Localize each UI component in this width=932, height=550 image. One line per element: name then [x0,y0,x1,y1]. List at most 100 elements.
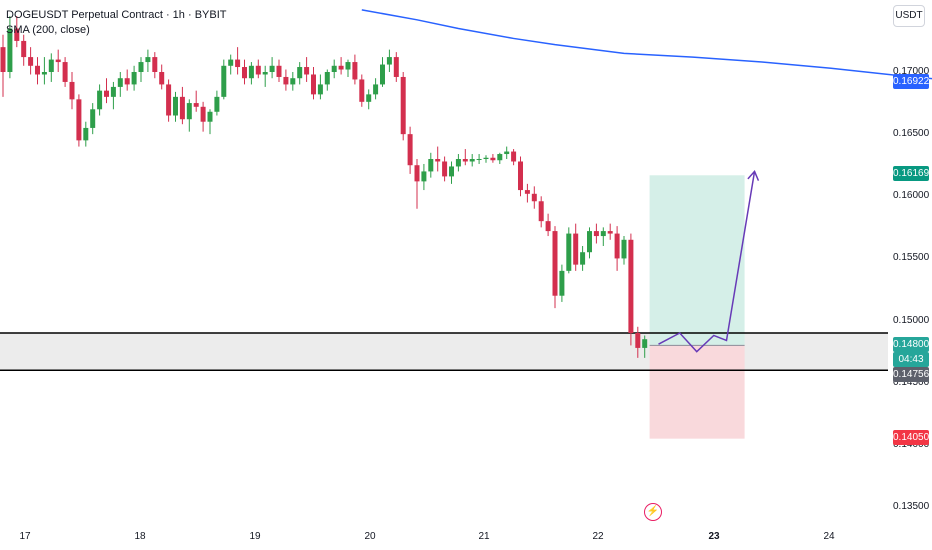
candles [0,16,648,358]
candle-body [518,161,523,191]
candle-body [200,106,206,122]
candle-body [35,65,40,75]
target-price-label: 0.16169 [893,166,930,181]
candle-body [614,233,620,259]
date-tick-label: 23 [708,531,720,542]
candle-body [83,127,89,141]
candle-body [414,165,420,182]
candle-body [242,67,247,79]
candle-body [442,161,448,177]
price-tick-label: 0.15500 [893,252,930,264]
candle-body [131,72,137,85]
price-tick-label: 0.13500 [893,501,930,512]
target-zone [649,175,745,346]
candle-body [455,159,461,167]
candle-body [304,67,310,75]
candle-body [635,333,641,348]
candle-body [386,57,392,65]
candle-body [28,57,34,66]
candle-body [138,62,144,72]
candle-body [297,67,303,79]
candle-body [145,57,151,63]
candle-body [545,221,551,232]
candle-body [290,78,296,85]
candle-body [14,28,20,41]
candle-body [524,190,530,194]
candle-body [345,62,351,70]
candle-body [573,233,579,265]
date-tick-label: 18 [134,531,146,542]
current-price-label: 0.14800 [893,337,930,352]
entry-price-label: 0.14756 [893,367,930,382]
chart-title: DOGEUSDT Perpetual Contract · 1h · BYBIT [6,9,227,21]
candle-body [317,84,323,95]
candle-body [262,72,268,75]
candle-body [366,94,372,102]
stop-zone [649,345,745,439]
candle-body [159,72,165,85]
candle-body [124,78,130,85]
candle-body [21,40,27,58]
candle-body [235,59,241,68]
countdown-label: 04:43 [893,352,929,367]
candle-body [179,96,185,120]
candle-body [69,81,75,100]
candle-body [559,270,565,296]
candle-body [373,84,379,95]
date-tick-label: 21 [478,531,490,542]
candle-body [483,157,489,159]
candle-body [428,159,434,172]
candle-body [173,96,178,116]
indicator-label: SMA (200, close) [6,24,90,36]
candle-body [276,65,282,77]
candle-body [214,96,220,112]
candle-body [580,252,586,265]
date-tick-label: 22 [592,531,604,542]
candle-body [152,57,158,72]
candle-body [642,339,648,348]
candle-body [407,134,413,166]
candle-body [538,201,544,222]
chart-legend: DOGEUSDT Perpetual Contract · 1h · BYBIT… [6,8,226,38]
candle-body [0,47,6,72]
candle-body [511,151,517,162]
candle-body [449,166,454,177]
candle-body [117,78,123,87]
candle-body [324,72,330,85]
candle-body [90,109,96,128]
candle-body [62,62,68,82]
candle-body [221,65,227,97]
candle-body [166,84,172,116]
candle-body [359,79,365,102]
candle-body [607,231,613,234]
candle-body [421,171,427,182]
candle-body [193,103,199,107]
date-tick-label: 17 [19,531,31,542]
candle-body [435,159,441,162]
currency-button[interactable]: USDT [893,5,925,27]
candle-body [380,64,385,85]
candle-body [283,76,289,85]
candle-body [490,157,496,161]
candle-body [7,28,13,72]
stop-price-label: 0.14050 [893,430,930,445]
candle-body [621,239,627,259]
flash-icon[interactable]: ⚡ [644,503,662,521]
candle-body [469,159,475,162]
candle-body [255,65,261,75]
candle-body [228,59,234,66]
candle-body [104,90,109,97]
candle-body [110,86,116,97]
date-tick-label: 19 [249,531,261,542]
candle-body [566,233,572,271]
candle-body [587,231,592,253]
candle-body [311,74,316,95]
candle-body [462,159,468,162]
date-tick-label: 24 [823,531,835,542]
candle-body [400,76,406,135]
candle-body [600,231,606,237]
candle-body [207,111,213,122]
projection-arrowhead [747,170,760,181]
